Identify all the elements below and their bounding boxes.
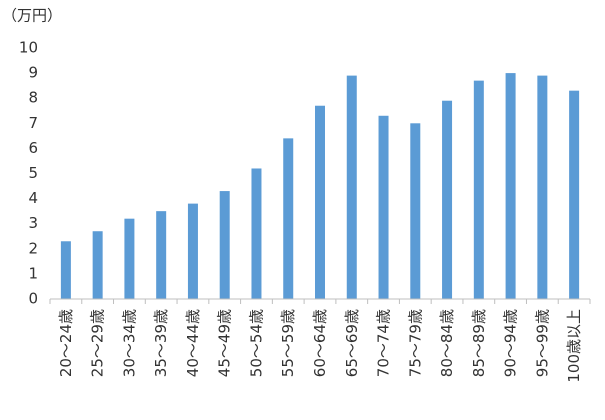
x-tick-label: 100歳以上 bbox=[565, 309, 583, 383]
y-tick-label: 4 bbox=[28, 189, 38, 207]
x-tick-label: 65～69歳 bbox=[343, 309, 361, 377]
x-tick-label: 30～34歳 bbox=[120, 309, 138, 377]
y-tick-label: 6 bbox=[28, 139, 38, 157]
bar bbox=[473, 80, 484, 299]
y-tick-label: 0 bbox=[28, 290, 38, 308]
x-tick-label: 90～94歳 bbox=[502, 309, 520, 377]
bar bbox=[346, 75, 357, 299]
x-tick-label: 20～24歳 bbox=[57, 309, 75, 377]
bar bbox=[378, 115, 389, 300]
bar bbox=[283, 138, 294, 299]
bar bbox=[315, 105, 325, 299]
bar bbox=[187, 203, 198, 299]
bar bbox=[537, 75, 548, 299]
y-tick-label: 10 bbox=[19, 39, 38, 57]
bar bbox=[219, 191, 230, 299]
x-tick-label: 85～89歳 bbox=[470, 309, 488, 377]
x-tick-label: 55～59歳 bbox=[279, 309, 297, 377]
bar bbox=[569, 90, 580, 299]
x-tick-label: 45～49歳 bbox=[216, 309, 234, 377]
bar bbox=[60, 241, 71, 299]
y-tick-label: 8 bbox=[28, 89, 38, 107]
x-tick-label: 25～29歳 bbox=[89, 309, 107, 377]
bar bbox=[251, 168, 262, 299]
x-tick-label: 80～84歳 bbox=[438, 309, 456, 377]
bar bbox=[442, 100, 453, 300]
bar bbox=[92, 231, 103, 299]
bar bbox=[124, 218, 135, 299]
x-tick-label: 60～64歳 bbox=[311, 309, 329, 377]
y-tick-label: 5 bbox=[28, 164, 38, 182]
y-tick-label: 1 bbox=[28, 264, 38, 282]
y-tick-label: 7 bbox=[28, 114, 38, 132]
bar bbox=[410, 123, 421, 299]
y-axis-label: （万円） bbox=[2, 7, 62, 25]
x-tick-label: 95～99歳 bbox=[533, 309, 551, 377]
y-tick-label: 2 bbox=[28, 239, 38, 257]
x-tick-label: 50～54歳 bbox=[247, 309, 265, 377]
y-tick-label: 9 bbox=[28, 64, 38, 82]
x-tick-label: 35～39歳 bbox=[152, 309, 170, 377]
x-tick-label: 75～79歳 bbox=[406, 309, 424, 377]
bar bbox=[156, 211, 167, 299]
x-tick-label: 70～74歳 bbox=[375, 309, 393, 377]
y-tick-label: 3 bbox=[28, 214, 38, 232]
bar bbox=[505, 73, 516, 299]
x-tick-label: 40～44歳 bbox=[184, 309, 202, 377]
